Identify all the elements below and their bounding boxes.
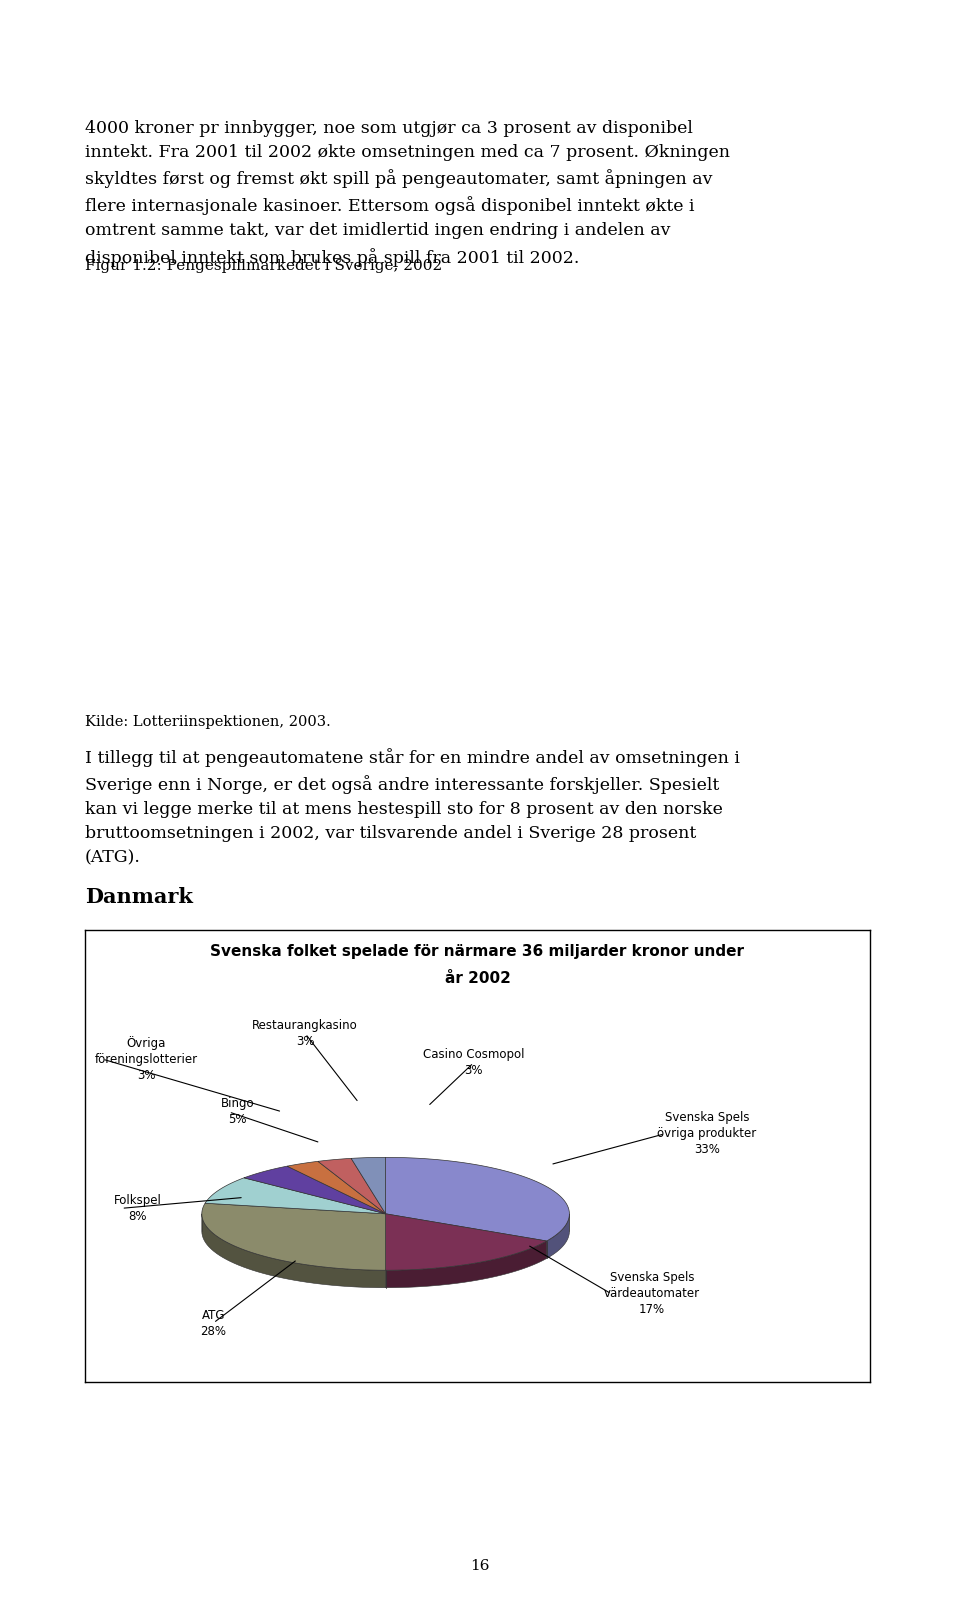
Polygon shape — [386, 1157, 569, 1242]
Text: Casino Cosmopol
3%: Casino Cosmopol 3% — [423, 1048, 524, 1077]
Text: Svenska Spels
värdeautomater
17%: Svenska Spels värdeautomater 17% — [604, 1272, 700, 1317]
Polygon shape — [351, 1157, 386, 1214]
Polygon shape — [202, 1203, 386, 1270]
Polygon shape — [386, 1214, 546, 1270]
Polygon shape — [318, 1159, 386, 1214]
Text: 4000 kroner pr innbygger, noe som utgjør ca 3 prosent av disponibel
inntekt. Fra: 4000 kroner pr innbygger, noe som utgjør… — [85, 120, 730, 267]
Text: Restaurangkasino
3%: Restaurangkasino 3% — [252, 1020, 358, 1048]
Text: år 2002: år 2002 — [444, 970, 511, 986]
Text: Svenska folket spelade för närmare 36 miljarder kronor under: Svenska folket spelade för närmare 36 mi… — [210, 943, 745, 959]
Text: Danmark: Danmark — [85, 887, 193, 908]
Polygon shape — [546, 1214, 569, 1259]
Polygon shape — [287, 1162, 386, 1214]
Text: Övriga
föreningslotterier
3%: Övriga föreningslotterier 3% — [95, 1036, 198, 1082]
Text: Svenska Spels
övriga produkter
33%: Svenska Spels övriga produkter 33% — [658, 1111, 756, 1157]
Polygon shape — [202, 1214, 386, 1288]
Text: I tillegg til at pengeautomatene står for en mindre andel av omsetningen i
Sveri: I tillegg til at pengeautomatene står fo… — [85, 748, 740, 866]
Text: Den dominerende aktøren i Danmark er Dansk Tipstjeneste Konsernet,
hvor staten e: Den dominerende aktøren i Danmark er Dan… — [85, 933, 712, 1029]
Text: Bingo
5%: Bingo 5% — [221, 1098, 254, 1127]
Text: Figur 1.2: Pengespillmarkedet i Sverige, 2002: Figur 1.2: Pengespillmarkedet i Sverige,… — [85, 259, 443, 273]
Text: Kilde: Lotteriinspektionen, 2003.: Kilde: Lotteriinspektionen, 2003. — [85, 714, 331, 729]
Polygon shape — [244, 1167, 386, 1214]
Text: ATG
28%: ATG 28% — [201, 1309, 227, 1338]
Polygon shape — [205, 1178, 386, 1214]
Text: 16: 16 — [470, 1560, 490, 1572]
Polygon shape — [386, 1242, 546, 1288]
Text: Folkspel
8%: Folkspel 8% — [113, 1194, 161, 1222]
